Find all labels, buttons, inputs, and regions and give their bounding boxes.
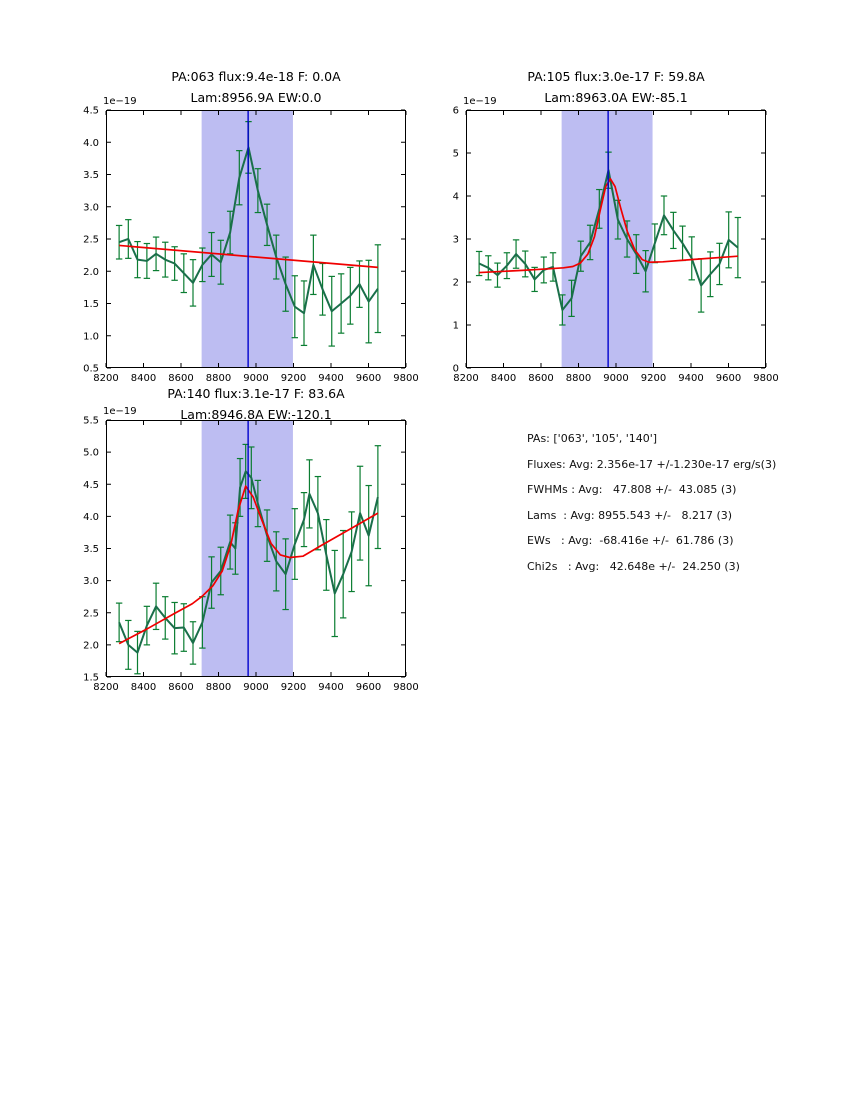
y-axis-offset-label: 1e−19 [103,96,137,107]
plot-title-line2: Lam:8946.8A EW:-120.1 [180,407,332,422]
x-tick-label: 9600 [356,682,381,693]
x-tick-label: 8800 [206,682,231,693]
x-tick-label: 8400 [131,373,156,384]
summary-line-pas: PAs: ['063', '105', '140'] [527,432,658,445]
x-tick-label: 9000 [243,373,268,384]
x-tick-label: 9200 [281,682,306,693]
y-axis-offset-label: 1e−19 [463,96,497,107]
spectrum-plot-pa140: PA:140 flux:3.1e-17 F: 83.6A Lam:8946.8A… [83,386,419,693]
axes-frame [106,420,406,677]
y-tick-label: 2.0 [83,267,99,278]
y-tick-label: 2.5 [83,608,99,619]
y-tick-label: 2.0 [83,640,99,651]
y-tick-label: 6 [453,106,459,117]
x-tick-label: 9400 [318,682,343,693]
summary-panel: PAs: ['063', '105', '140'] Fluxes: Avg: … [527,433,776,586]
y-tick-label: 3.5 [83,544,99,555]
y-tick-label: 0 [453,364,459,375]
x-tick-label: 8200 [93,682,118,693]
axis-ticks [465,109,767,369]
axes-frame [466,110,766,368]
plot-title-line1: PA:140 flux:3.1e-17 F: 83.6A [167,386,345,401]
x-tick-label: 9200 [281,373,306,384]
summary-line-ews: EWs : Avg: -68.416e +/- 61.786 (3) [527,534,734,547]
y-tick-label: 3 [453,235,459,246]
spectrum-plot-pa063: PA:063 flux:9.4e-18 F: 0.0A Lam:8956.9A … [83,69,419,384]
x-tick-label: 9800 [393,682,418,693]
y-tick-label: 5 [453,149,459,160]
y-tick-label: 3.0 [83,576,99,587]
summary-line-fluxes: Fluxes: Avg: 2.356e-17 +/-1.230e-17 erg/… [527,457,777,471]
x-tick-label: 9600 [356,373,381,384]
x-tick-label: 9800 [393,373,418,384]
plot-title-line2: Lam:8956.9A EW:0.0 [190,90,322,105]
fit-window-band [201,420,293,677]
x-tick-label: 9400 [318,373,343,384]
x-tick-label: 8600 [168,682,193,693]
y-tick-label: 0.5 [83,364,99,375]
plot-title-line1: PA:105 flux:3.0e-17 F: 59.8A [527,69,705,84]
y-tick-label: 4 [453,192,459,203]
x-tick-label: 8800 [206,373,231,384]
y-tick-label: 1.5 [83,299,99,310]
y-tick-label: 4.5 [83,106,99,117]
x-tick-label: 8600 [528,373,553,384]
fit-window-band [561,110,653,368]
axis-ticks [105,109,407,369]
x-tick-label: 8600 [168,373,193,384]
x-tick-label: 8400 [491,373,516,384]
x-tick-label: 8400 [131,682,156,693]
x-tick-label: 9000 [603,373,628,384]
y-tick-label: 4.0 [83,512,99,523]
x-tick-label: 9000 [243,682,268,693]
y-tick-label: 1.0 [83,331,99,342]
y-tick-label: 1.5 [83,673,99,684]
x-tick-label: 9400 [678,373,703,384]
x-tick-label: 8200 [93,373,118,384]
plot-title-line1: PA:063 flux:9.4e-18 F: 0.0A [171,69,341,84]
spectrum-chart-pa105: 8200 8400 8600 8800 9000 9200 9400 9600 9800 0 1 2 3… [453,96,779,384]
y-tick-label: 5.0 [83,448,99,459]
y-tick-label: 3.5 [83,170,99,181]
y-tick-label: 1 [453,321,459,332]
axis-ticks [105,419,407,678]
y-axis-offset-label: 1e−19 [103,406,137,417]
plot-title-line2: Lam:8963.0A EW:-85.1 [544,90,688,105]
y-tick-label: 5.5 [83,416,99,427]
x-tick-label: 9600 [716,373,741,384]
x-tick-label: 9200 [641,373,666,384]
y-tick-label: 4.0 [83,138,99,149]
x-tick-label: 8200 [453,373,478,384]
y-tick-label: 3.0 [83,202,99,213]
x-tick-label: 9800 [753,373,778,384]
spectrum-chart-pa140: 8200 8400 8600 8800 9000 9200 9400 9600 9800 1.5 2… [83,406,419,693]
summary-line-chi2s: Chi2s : Avg: 42.648e +/- 24.250 (3) [527,559,740,573]
spectrum-plot-pa105: PA:105 flux:3.0e-17 F: 59.8A Lam:8963.0A… [453,69,779,384]
axes-frame [106,110,406,368]
fit-line [118,485,379,645]
y-tick-label: 4.5 [83,480,99,491]
summary-line-fwhms: FWHMs : Avg: 47.808 +/- 43.085 (3) [527,483,737,496]
y-tick-label: 2.5 [83,235,99,246]
x-tick-label: 8800 [566,373,591,384]
summary-line-lams: Lams : Avg: 8955.543 +/- 8.217 (3) [527,508,733,522]
spectrum-chart-pa063: 8200 8400 8600 8800 9000 9200 9400 9600 9800 0.5 1… [83,96,419,384]
y-tick-label: 2 [453,278,459,289]
